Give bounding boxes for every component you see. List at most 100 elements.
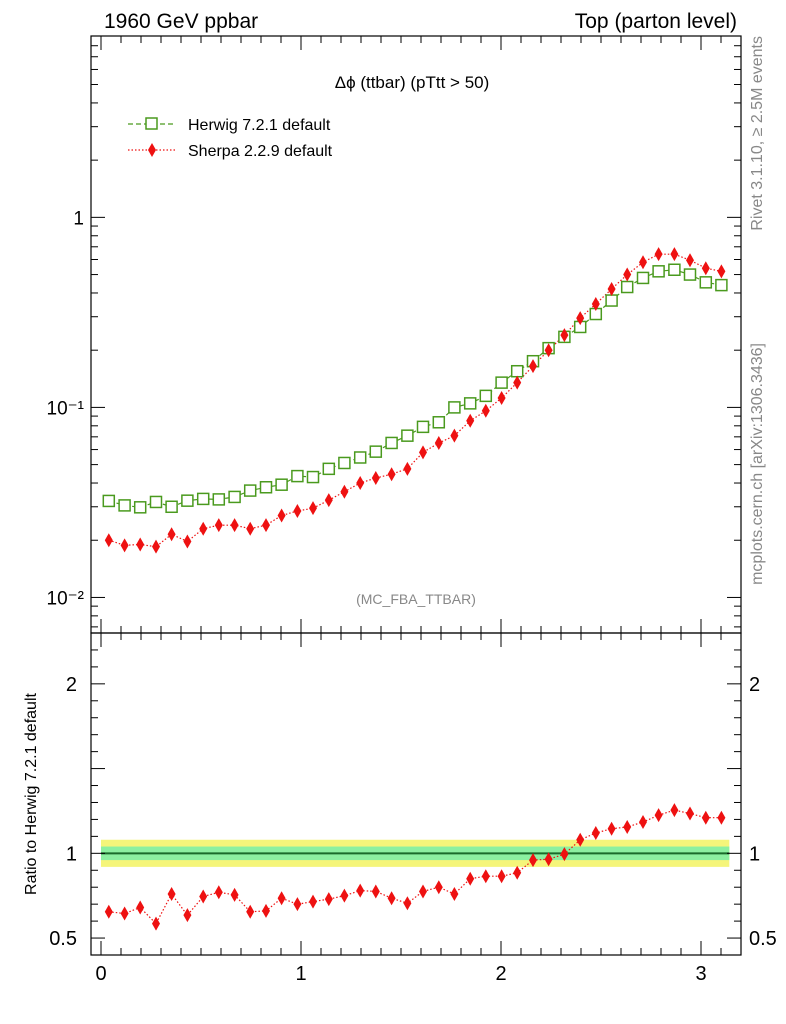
y-tick-label: 1 [73, 208, 84, 229]
sherpa-point [199, 521, 208, 536]
sherpa-point [309, 501, 317, 516]
ratio-point [214, 885, 223, 900]
sherpa-point [434, 435, 443, 450]
sherpa-point [356, 476, 365, 491]
herwig-point [291, 469, 304, 483]
watermark: (MC_FBA_TTBAR) [356, 591, 476, 607]
x-tick-label: 0 [95, 963, 106, 985]
herwig-point [149, 495, 163, 509]
ratio-ylabel: Ratio to Herwig 7.2.1 default [23, 693, 40, 895]
ratio-point [450, 886, 459, 901]
sherpa-point [246, 521, 255, 536]
x-tick-label: 3 [695, 963, 706, 985]
ratio-panel: 0 1 2 3 0.5 0.5 1 1 2 2 Ratio to Herwig 7.2.1 def… [23, 632, 777, 985]
herwig-point [212, 493, 226, 506]
sherpa-point [591, 296, 600, 311]
sherpa-point [183, 534, 192, 549]
ratio-y-tick-label-left: 0.5 [49, 928, 77, 950]
ratio-point [356, 883, 365, 898]
ratio-point [560, 847, 569, 862]
sherpa-point [152, 539, 160, 554]
herwig-point [463, 397, 477, 410]
herwig-point [401, 429, 414, 442]
herwig-point [432, 416, 446, 429]
rivet-label: Rivet 3.1.10, ≥ 2.5M events [749, 36, 766, 231]
sherpa-point [717, 264, 726, 279]
ratio-point [717, 810, 726, 825]
ratio-y-tick-label-right: 2 [749, 674, 760, 696]
sherpa-point [214, 518, 223, 533]
sherpa-point [529, 359, 537, 374]
legend: Herwig 7.2.1 default Sherpa 2.2.9 defaul… [128, 117, 333, 160]
ratio-point [466, 871, 475, 886]
ratio-point [591, 825, 600, 840]
sherpa-point [576, 311, 585, 326]
sherpa-point [701, 261, 710, 276]
main-panel: 10⁻² 10⁻¹ 1 Δϕ (ttbar) (pTtt > 50) (MC_FBA… [47, 35, 742, 634]
herwig-point [228, 490, 241, 504]
herwig-point [338, 456, 351, 470]
herwig-point [118, 499, 131, 512]
herwig-point [102, 494, 116, 508]
sherpa-point [639, 255, 647, 270]
ratio-point [654, 808, 663, 823]
sherpa-point [277, 508, 286, 523]
herwig-point [243, 484, 257, 497]
legend-sherpa-label: Sherpa 2.2.9 default [188, 143, 333, 160]
ratio-point [104, 904, 113, 919]
ratio-point [481, 869, 490, 884]
ratio-point [293, 897, 302, 912]
ratio-point [434, 880, 443, 895]
sherpa-point [497, 391, 506, 406]
sherpa-point [654, 247, 663, 262]
y-tick-label: 10⁻¹ [47, 398, 85, 419]
sherpa-point [560, 328, 569, 343]
x-tick-label: 2 [495, 963, 506, 985]
herwig-point [448, 401, 461, 414]
legend-herwig-label: Herwig 7.2.1 default [188, 117, 331, 134]
herwig-point [133, 501, 147, 514]
herwig-point [196, 492, 210, 506]
sherpa-point [324, 493, 333, 508]
sherpa-point [104, 533, 113, 548]
sherpa-point [120, 538, 129, 553]
ratio-point [387, 891, 396, 906]
ratio-point [183, 908, 192, 923]
x-tick-label: 1 [295, 963, 306, 985]
ratio-point [670, 803, 679, 818]
ratio-point [607, 821, 616, 836]
ratio-point [246, 904, 255, 919]
header-right: Top (parton level) [575, 10, 737, 33]
ratio-point [701, 810, 710, 825]
herwig-point [275, 478, 288, 491]
sherpa-point [167, 527, 176, 542]
herwig-point [385, 436, 398, 450]
ratio-y-tick-label-left: 1 [66, 843, 77, 865]
sherpa-point [450, 428, 459, 443]
herwig-point [353, 451, 367, 464]
herwig-series-line [108, 269, 722, 508]
sherpa-point [686, 253, 694, 268]
sherpa-point [623, 267, 632, 282]
sherpa-point [293, 504, 302, 519]
herwig-point [495, 376, 508, 389]
ratio-point [309, 894, 317, 909]
legend-sherpa-marker [148, 143, 156, 157]
herwig-point [683, 268, 697, 281]
ratio-point [324, 892, 333, 907]
ratio-point [686, 806, 694, 821]
sherpa-point [466, 413, 475, 428]
ratio-point [403, 896, 412, 911]
sherpa-point [387, 467, 396, 482]
ratio-point [136, 900, 145, 915]
ratio-point [497, 869, 506, 884]
sherpa-point [340, 484, 349, 499]
herwig-point [306, 470, 320, 484]
ratio-point [230, 887, 239, 902]
herwig-point [652, 265, 665, 278]
sherpa-point [403, 461, 412, 476]
ratio-point [544, 852, 553, 867]
ratio-frame [90, 632, 742, 956]
herwig-point [259, 481, 273, 494]
